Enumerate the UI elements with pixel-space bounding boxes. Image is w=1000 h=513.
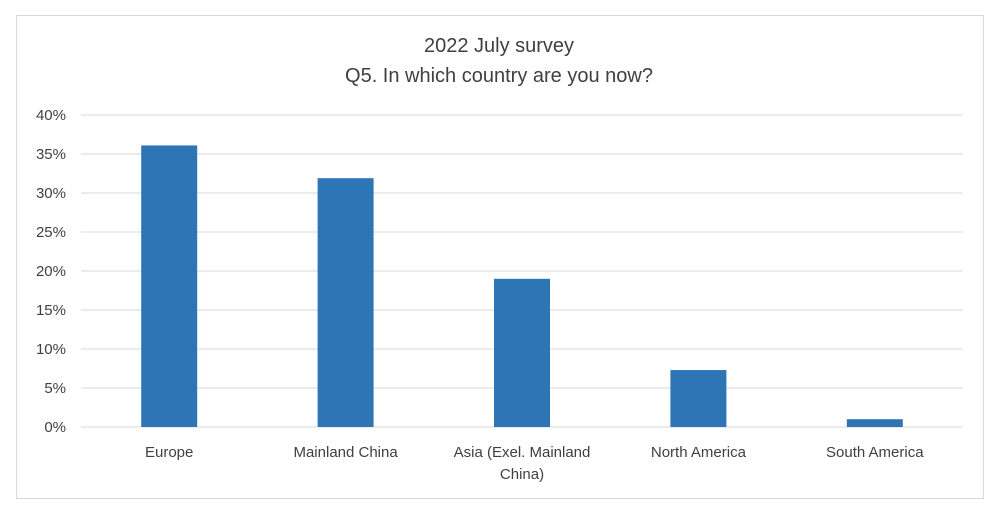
bar-3 xyxy=(670,370,727,427)
y-axis-ticks: 0% 5% 10% 15% 20% 25% 30% 35% 40% xyxy=(36,107,66,436)
y-tick-label: 15% xyxy=(36,302,66,319)
y-tick-label: 35% xyxy=(36,146,66,163)
x-category-label: Europe xyxy=(145,444,193,461)
y-tick-label: 30% xyxy=(36,185,66,202)
x-category-label: South America xyxy=(826,444,924,461)
chart-subtitle: Q5. In which country are you now? xyxy=(345,65,653,87)
y-tick-label: 5% xyxy=(44,380,66,397)
gridlines xyxy=(81,114,963,428)
y-tick-label: 10% xyxy=(36,341,66,358)
bar-4 xyxy=(846,419,903,427)
bar-2 xyxy=(494,278,550,427)
bars xyxy=(141,145,903,428)
x-axis-categories: Europe Mainland China Asia (Exel. Mainland… xyxy=(145,444,924,483)
x-category-label: Mainland China xyxy=(293,444,398,461)
bar-0 xyxy=(141,145,198,428)
x-category-label: North America xyxy=(651,444,747,461)
y-tick-label: 0% xyxy=(44,419,66,436)
y-tick-label: 40% xyxy=(36,107,66,124)
chart-title: 2022 July survey xyxy=(424,35,574,57)
x-category-label: Asia (Exel. Mainland xyxy=(454,444,591,461)
bar-1 xyxy=(317,178,374,427)
x-category-label: China) xyxy=(500,466,544,483)
y-tick-label: 25% xyxy=(36,224,66,241)
y-tick-label: 20% xyxy=(36,263,66,280)
